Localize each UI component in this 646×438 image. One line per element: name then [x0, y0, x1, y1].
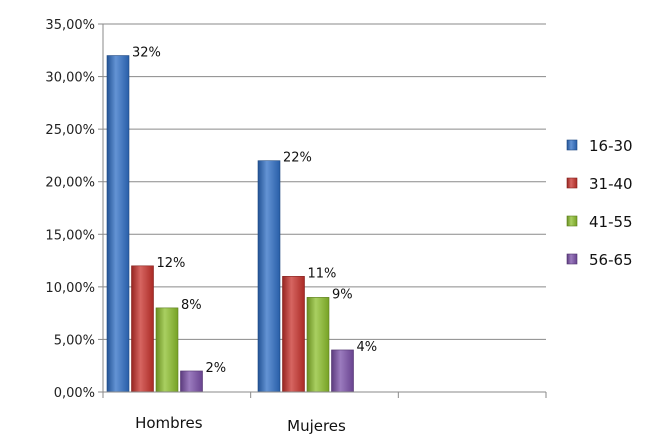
y-tick-label: 5,00% [54, 333, 95, 348]
data-label: 12% [157, 256, 186, 271]
bar-56-65-Mujeres [331, 349, 354, 393]
x-axis: Hombres Mujeres [102, 391, 547, 435]
y-axis: 0,00% 5,00% 10,00% 15,00% 20,00% 25,00% 30,00%… [45, 18, 104, 401]
legend-label: 41-55 [589, 213, 633, 231]
legend-label: 16-30 [589, 137, 633, 155]
y-tick-label: 0,00% [54, 386, 95, 401]
data-label: 9% [332, 287, 353, 302]
y-tick-label: 20,00% [45, 176, 95, 191]
bars [106, 55, 354, 393]
x-category-label: Hombres [135, 414, 203, 432]
x-category-label: Mujeres [287, 417, 346, 435]
y-tick-label: 35,00% [45, 18, 95, 33]
legend-label: 56-65 [589, 251, 633, 269]
legend-swatch [566, 139, 578, 151]
legend-swatch [566, 253, 578, 265]
legend-swatch [566, 177, 578, 189]
data-label: 11% [308, 266, 337, 281]
bar-41-55-Hombres [155, 307, 179, 393]
y-tick-label: 25,00% [45, 123, 95, 138]
bar-31-40-Mujeres [282, 276, 305, 393]
y-tick-label: 10,00% [45, 281, 95, 296]
data-label: 2% [206, 361, 227, 376]
bar-16-30-Hombres [106, 55, 130, 393]
data-label: 32% [132, 46, 161, 61]
bar-31-40-Hombres [131, 265, 154, 393]
bar-56-65-Hombres [180, 370, 203, 393]
y-tick-label: 15,00% [45, 228, 95, 243]
y-tick-label: 30,00% [45, 71, 95, 86]
data-labels: 32% 22% 12% 11% 8% 9% 2% 4% [132, 46, 377, 376]
legend: 16-30 31-40 41-55 56-65 [566, 137, 633, 269]
legend-swatch [566, 215, 578, 227]
data-label: 8% [181, 298, 202, 313]
bar-41-55-Mujeres [306, 297, 330, 393]
data-label: 4% [357, 340, 378, 355]
data-label: 22% [283, 151, 312, 166]
bar-16-30-Mujeres [257, 160, 281, 393]
legend-label: 31-40 [589, 175, 633, 193]
